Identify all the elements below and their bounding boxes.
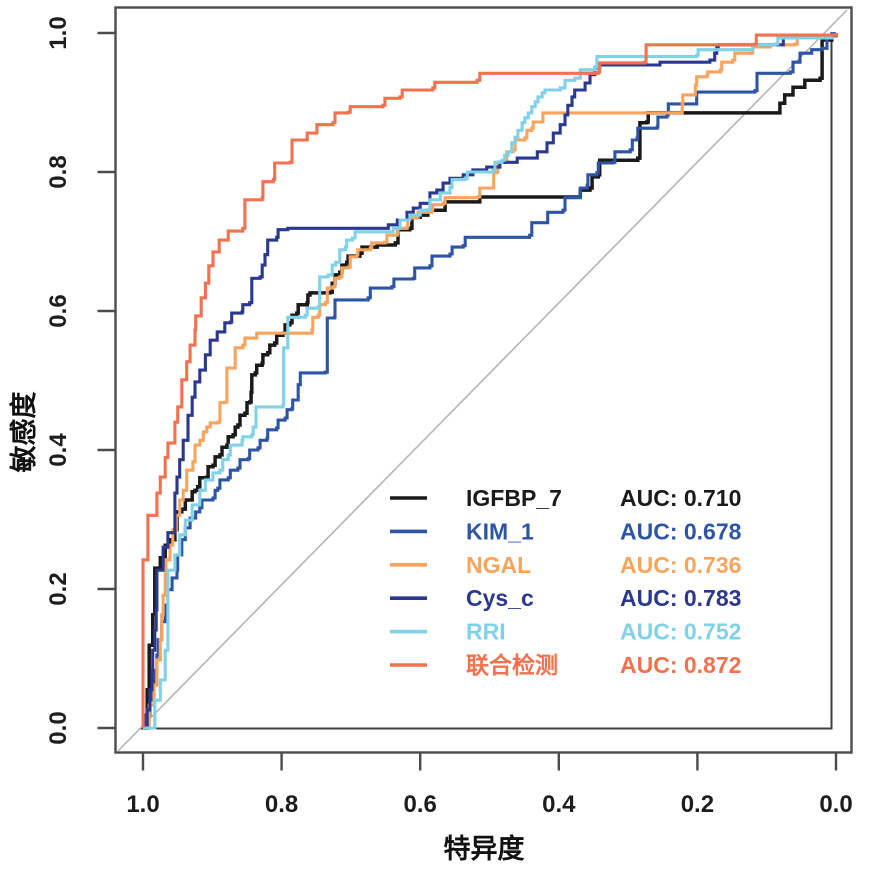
roc-curve-NGAL xyxy=(143,33,838,730)
legend-row-IGFBP_7: IGFBP_7 AUC: 0.710 xyxy=(390,485,741,511)
roc-curve-联合检测 xyxy=(141,33,838,728)
legend-series-name: RRI xyxy=(466,619,506,645)
legend-row-NGAL: NGAL AUC: 0.736 xyxy=(390,552,741,578)
y-axis-tick-label: 0.8 xyxy=(45,155,72,188)
legend-auc-value: AUC: 0.736 xyxy=(620,552,741,578)
legend-auc-value: AUC: 0.783 xyxy=(620,585,741,611)
axis-ticks-layer: 1.0 0.8 0.6 0.4 0.2 0.0 0.0 0.2 0.4 0.6 0.8 1.0 xyxy=(45,16,853,818)
legend-layer: IGFBP_7 AUC: 0.710 KIM_1 AUC: 0.678 NGAL AUC:… xyxy=(390,485,742,678)
y-axis-tick-label: 0.2 xyxy=(45,572,72,605)
legend-auc-value: AUC: 0.872 xyxy=(620,652,741,678)
roc-curve-Cys_c xyxy=(143,33,838,730)
legend-row-RRI: RRI AUC: 0.752 xyxy=(390,619,741,645)
legend-auc-value: AUC: 0.710 xyxy=(620,485,741,511)
x-axis-tick-label: 0.2 xyxy=(681,791,714,818)
y-axis-tick-label: 0.0 xyxy=(45,711,72,744)
legend-series-name: KIM_1 xyxy=(466,518,534,544)
legend-row-联合检测: 联合检测 AUC: 0.872 xyxy=(390,652,741,678)
plot-frame xyxy=(114,6,853,754)
roc-curves-layer xyxy=(141,32,838,730)
y-axis-tick-label: 0.6 xyxy=(45,294,72,327)
y-axis-tick-label: 0.4 xyxy=(45,433,72,467)
x-axis-tick-label: 0.4 xyxy=(542,791,576,818)
legend-series-name: IGFBP_7 xyxy=(466,485,562,511)
roc-curve-RRI xyxy=(143,33,838,730)
legend-row-Cys_c: Cys_c AUC: 0.783 xyxy=(390,585,741,611)
y-axis-title: 敏感度 xyxy=(8,392,39,474)
reference-lines-layer xyxy=(117,9,848,752)
x-axis-title: 特异度 xyxy=(444,833,525,864)
legend-row-KIM_1: KIM_1 AUC: 0.678 xyxy=(390,518,742,544)
legend-series-name: Cys_c xyxy=(466,585,534,611)
legend-series-name: NGAL xyxy=(466,552,531,578)
legend-auc-value: AUC: 0.678 xyxy=(620,518,742,544)
legend-auc-value: AUC: 0.752 xyxy=(620,619,741,645)
x-axis-tick-label: 1.0 xyxy=(126,791,159,818)
diagonal-reference-line xyxy=(117,9,848,752)
x-axis-tick-label: 0.0 xyxy=(819,791,852,818)
y-axis-tick-label: 1.0 xyxy=(45,16,72,49)
roc-curve-IGFBP_7 xyxy=(143,33,838,730)
legend-series-name: 联合检测 xyxy=(466,652,558,678)
x-axis-tick-label: 0.6 xyxy=(404,791,437,818)
x-axis-tick-label: 0.8 xyxy=(265,791,298,818)
inner-axis-lines xyxy=(140,35,833,730)
plot-frame-layer xyxy=(114,6,853,754)
